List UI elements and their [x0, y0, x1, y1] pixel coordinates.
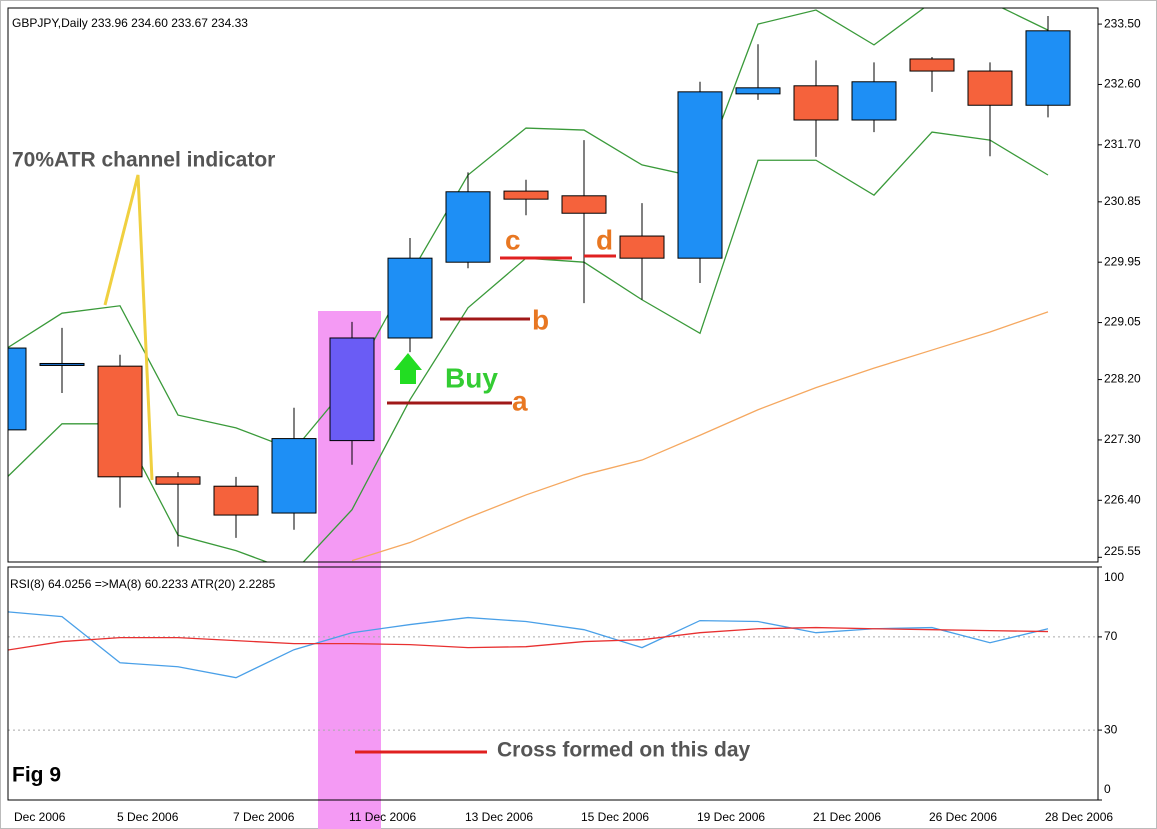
buy-arrow: [394, 353, 422, 384]
candle-body: [851, 81, 897, 121]
y-tick-label: 227.30: [1104, 432, 1141, 446]
candle-body: [677, 91, 723, 259]
x-tick-label: 21 Dec 2006: [813, 810, 881, 824]
candle-body: [213, 485, 259, 516]
x-tick-label: 7 Dec 2006: [233, 810, 295, 824]
x-tick-label: Dec 2006: [14, 810, 66, 824]
candle-body: [503, 190, 549, 200]
candle-body: [909, 58, 955, 72]
annotation: c: [505, 224, 521, 255]
candle-body: [387, 257, 433, 339]
candle-body: [735, 87, 781, 95]
candle-body: [561, 195, 607, 214]
price-border: [7, 7, 1099, 563]
y-tick-label: 228.20: [1104, 372, 1141, 386]
x-tick-label: 13 Dec 2006: [465, 810, 533, 824]
y-tick-label: 229.95: [1104, 254, 1141, 268]
indicator-title: RSI(8) 64.0256 =>MA(8) 60.2233 ATR(20) 2…: [10, 577, 276, 591]
x-tick-label: 15 Dec 2006: [581, 810, 649, 824]
rsi-panel: [8, 567, 1098, 800]
y-tick-label: 225.55: [1104, 544, 1141, 558]
annotation: a: [512, 385, 528, 416]
axes: 233.50 232.60 231.70 230.85 229.95 229.05 228.…: [14, 16, 1141, 824]
y-tick-label: 230.85: [1104, 194, 1141, 208]
candle-body: [271, 438, 317, 514]
y-tick-label: 231.70: [1104, 137, 1141, 151]
candle-body: [39, 362, 85, 366]
y-tick-label: 229.05: [1104, 315, 1141, 329]
y-tick-label: 100: [1104, 570, 1124, 584]
candle-body: [619, 235, 665, 259]
annotation: Buy: [445, 362, 498, 393]
x-tick-label: 26 Dec 2006: [929, 810, 997, 824]
rsi-border: [7, 566, 1099, 801]
candle-body: [1025, 30, 1071, 106]
candle-body: [8, 347, 27, 431]
y-tick-label: 30: [1104, 722, 1118, 736]
annotation: Fig 9: [12, 764, 61, 787]
line: [351, 311, 1049, 562]
y-tick-label: 226.40: [1104, 492, 1141, 506]
y-tick-label: 70: [1104, 629, 1118, 643]
candle-body: [97, 365, 143, 478]
x-tick-label: 19 Dec 2006: [697, 810, 765, 824]
annotation: b: [532, 304, 549, 335]
candle-body: [445, 191, 491, 263]
candle-body: [793, 85, 839, 121]
line: [8, 8, 1049, 451]
annotation: d: [596, 224, 613, 255]
line: [8, 626, 1049, 651]
candle-body: [967, 70, 1013, 106]
chart-title: GBPJPY,Daily 233.96 234.60 233.67 234.33: [12, 16, 248, 30]
x-tick-label: 28 Dec 2006: [1045, 810, 1113, 824]
candle-body: [155, 476, 201, 485]
y-tick-label: 232.60: [1104, 77, 1141, 91]
annotation: Cross formed on this day: [497, 739, 751, 762]
price-panel: [8, 8, 1071, 562]
x-tick-label: 5 Dec 2006: [117, 810, 179, 824]
pointer-line: [103, 174, 154, 481]
y-tick-label: 233.50: [1104, 16, 1141, 30]
x-tick-label: 11 Dec 2006: [349, 810, 416, 824]
annotation: 70%ATR channel indicator: [12, 149, 275, 172]
y-tick-label: 0: [1104, 782, 1111, 796]
candle-body: [329, 337, 375, 442]
